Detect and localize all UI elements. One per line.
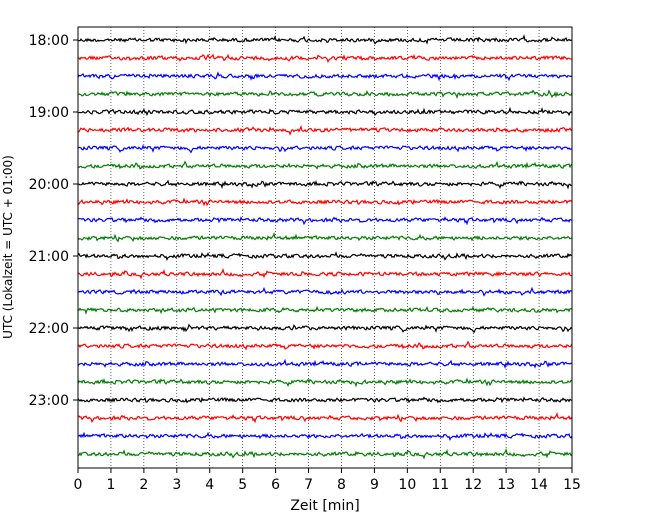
x-tick-label: 11	[431, 477, 449, 493]
x-tick-label: 6	[271, 477, 280, 493]
trace-2130	[77, 286, 573, 297]
y-tick-label: 21:00	[29, 249, 69, 265]
x-tick-label: 0	[74, 477, 83, 493]
trace-2330	[77, 431, 573, 442]
x-tick-label: 8	[337, 477, 346, 493]
trace-1900	[77, 106, 573, 117]
trace-2300	[77, 396, 573, 404]
x-axis-title: Zeit [min]	[290, 498, 359, 514]
x-tick-label: 7	[304, 477, 313, 493]
trace-1830	[77, 71, 573, 82]
trace-2030	[77, 216, 573, 226]
trace-2000	[77, 179, 573, 190]
trace-2230	[77, 358, 573, 370]
trace-1945	[77, 160, 573, 170]
trace-2100	[77, 251, 573, 262]
y-axis-title: UTC (Lokalzeit = UTC + 01:00)	[1, 155, 15, 339]
trace-2015	[77, 197, 573, 207]
plot-frame	[77, 26, 573, 469]
trace-2145	[77, 305, 573, 315]
x-tick-label: 13	[497, 477, 515, 493]
y-tick-label: 20:00	[29, 177, 69, 193]
x-tick-label: 5	[238, 477, 247, 493]
y-tick-label: 23:00	[29, 393, 69, 409]
y-tick-label: 22:00	[29, 321, 69, 337]
trace-2315	[77, 412, 573, 424]
y-tick-label: 18:00	[29, 33, 69, 49]
x-tick-label: 10	[398, 477, 416, 493]
x-axis: 0 1 2 3 4 5 6 7 8 9 10 11 12 13 14 15	[74, 468, 581, 493]
trace-2115	[77, 268, 573, 280]
trace-2245	[77, 377, 573, 388]
x-tick-label: 12	[464, 477, 482, 493]
x-tick-label: 3	[172, 477, 181, 493]
trace-1930	[77, 144, 573, 154]
seismic-traces	[77, 34, 573, 460]
trace-1815	[77, 53, 573, 64]
x-tick-label: 15	[563, 477, 581, 493]
y-axis: 18:00 19:00 20:00 21:00 22:00 23:00	[29, 33, 78, 409]
trace-2200	[77, 323, 573, 334]
y-tick-label: 19:00	[29, 105, 69, 121]
x-tick-label: 2	[139, 477, 148, 493]
trace-1915	[77, 124, 573, 136]
trace-2045	[77, 232, 573, 243]
trace-1845	[77, 89, 573, 100]
x-tick-label: 9	[370, 477, 379, 493]
x-tick-label: 4	[205, 477, 214, 493]
x-tick-label: 14	[530, 477, 548, 493]
trace-2345	[77, 448, 573, 460]
trace-2215	[77, 340, 573, 351]
x-tick-label: 1	[106, 477, 115, 493]
trace-1800	[77, 34, 573, 45]
